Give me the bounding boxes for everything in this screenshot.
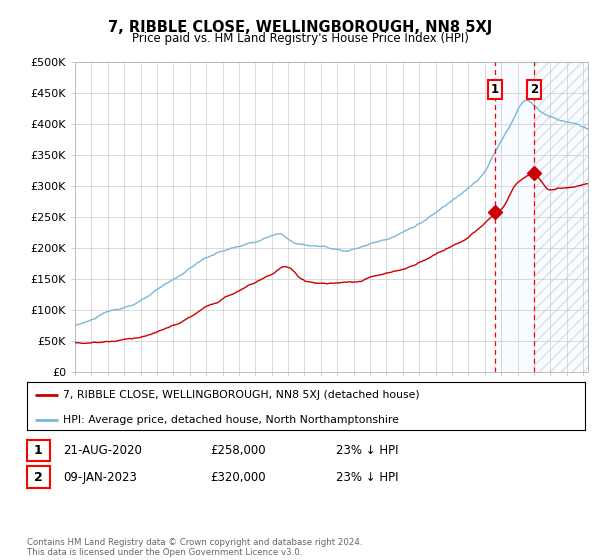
Text: 1: 1	[34, 444, 43, 458]
Text: 23% ↓ HPI: 23% ↓ HPI	[336, 470, 398, 484]
Bar	[495, 62, 535, 372]
Text: 2: 2	[34, 470, 43, 484]
Bar	[535, 62, 588, 372]
Text: £258,000: £258,000	[210, 444, 266, 458]
Text: 21-AUG-2020: 21-AUG-2020	[63, 444, 142, 458]
Text: 7, RIBBLE CLOSE, WELLINGBOROUGH, NN8 5XJ (detached house): 7, RIBBLE CLOSE, WELLINGBOROUGH, NN8 5XJ…	[63, 390, 420, 400]
Bar	[535, 62, 588, 372]
Text: 09-JAN-2023: 09-JAN-2023	[63, 470, 137, 484]
Text: Contains HM Land Registry data © Crown copyright and database right 2024.
This d: Contains HM Land Registry data © Crown c…	[27, 538, 362, 557]
Text: Price paid vs. HM Land Registry's House Price Index (HPI): Price paid vs. HM Land Registry's House …	[131, 32, 469, 45]
Text: 1: 1	[491, 83, 499, 96]
Text: 23% ↓ HPI: 23% ↓ HPI	[336, 444, 398, 458]
Text: HPI: Average price, detached house, North Northamptonshire: HPI: Average price, detached house, Nort…	[63, 414, 399, 424]
Text: £320,000: £320,000	[210, 470, 266, 484]
Text: 7, RIBBLE CLOSE, WELLINGBOROUGH, NN8 5XJ: 7, RIBBLE CLOSE, WELLINGBOROUGH, NN8 5XJ	[108, 20, 492, 35]
Text: 2: 2	[530, 83, 538, 96]
